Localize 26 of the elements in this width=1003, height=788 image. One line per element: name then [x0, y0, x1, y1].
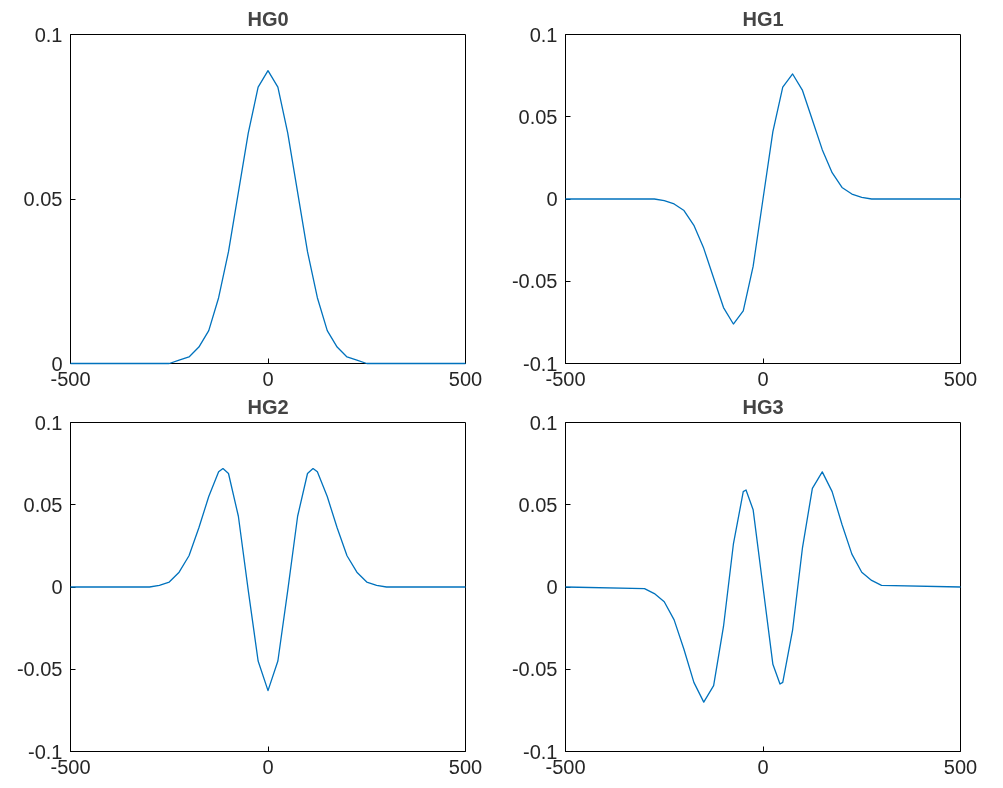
x-tick-label: 500	[448, 367, 483, 390]
y-tick-label: 0.05	[23, 493, 63, 516]
chart-title: HG3	[742, 395, 784, 418]
y-tick-label: 0.05	[518, 105, 558, 128]
y-tick-label: 0.1	[529, 23, 558, 46]
y-tick-label: -0.05	[16, 658, 63, 681]
x-tick-label: 500	[943, 367, 978, 390]
x-tick-label: 0	[757, 755, 769, 778]
y-tick-label: 0	[546, 188, 558, 210]
y-tick-label: 0	[51, 576, 63, 598]
y-tick-label: 0.05	[23, 188, 63, 210]
x-tick-label: 0	[757, 367, 769, 390]
y-tick-label: 0.1	[34, 23, 63, 46]
chart-title: HG1	[742, 7, 784, 30]
x-tick-label: 0	[262, 755, 274, 778]
x-tick-label: 0	[262, 367, 274, 390]
y-tick-label: 0.1	[529, 411, 558, 434]
chart-title: HG0	[247, 7, 289, 30]
chart-title: HG2	[247, 395, 289, 418]
y-tick-label: 0.1	[34, 411, 63, 434]
x-tick-label: 500	[943, 755, 978, 778]
y-tick-label: 0.05	[518, 493, 558, 516]
y-tick-label: -0.05	[511, 658, 558, 681]
y-tick-label: 0	[546, 576, 558, 598]
x-tick-label: 500	[448, 755, 483, 778]
y-tick-label: -0.05	[511, 270, 558, 293]
